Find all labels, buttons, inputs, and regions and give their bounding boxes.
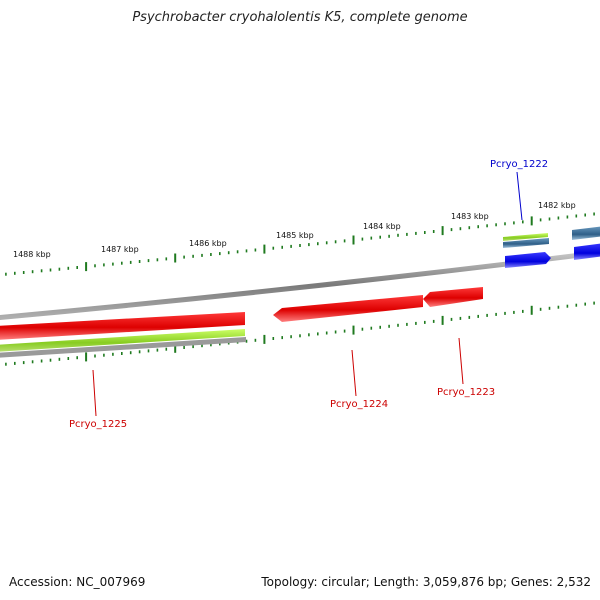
feature-pcryo-1222-arrow[interactable]: [505, 252, 551, 268]
forward-strand-features[interactable]: [503, 226, 600, 268]
gene-label-pcryo-1225[interactable]: Pcryo_1225: [69, 419, 127, 430]
feature-gray-lower: [0, 337, 246, 358]
gene-label-pcryo-1223[interactable]: Pcryo_1223: [437, 387, 495, 398]
map-title: Psychrobacter cryohalolentis K5, complet…: [132, 10, 468, 25]
leader-pcryo-1225: [92, 369, 97, 417]
tick-label-1488: 1488 kbp: [13, 250, 51, 259]
feature-blue-right[interactable]: [574, 243, 600, 260]
feature-pcryo-1225-red[interactable]: [0, 312, 245, 340]
tick-label-1487: 1487 kbp: [101, 245, 139, 254]
feature-pcryo-1223-arrow[interactable]: [423, 287, 483, 307]
gene-labels: Pcryo_1222 Pcryo_1223 Pcryo_1224 Pcryo_1…: [69, 159, 548, 430]
outer-ruler: [5, 212, 595, 276]
leader-pcryo-1224: [351, 349, 357, 397]
feature-pcryo-1224-arrow[interactable]: [273, 295, 423, 322]
accession-text: Accession: NC_007969: [9, 575, 146, 589]
tick-label-1482: 1482 kbp: [538, 201, 576, 210]
tick-label-1483: 1483 kbp: [451, 212, 489, 221]
gene-label-pcryo-1222[interactable]: Pcryo_1222: [490, 159, 548, 170]
genome-summary-text: Topology: circular; Length: 3,059,876 bp…: [261, 575, 591, 589]
gene-label-pcryo-1224[interactable]: Pcryo_1224: [330, 399, 388, 410]
feature-green-top[interactable]: [503, 233, 548, 241]
reverse-strand-features[interactable]: [0, 287, 483, 358]
feature-pcryo-1225-green[interactable]: [0, 329, 245, 352]
tick-label-1484: 1484 kbp: [363, 222, 401, 231]
label-leaders: [92, 171, 523, 417]
leader-pcryo-1223: [458, 337, 464, 385]
tick-labels: 1488 kbp 1487 kbp 1486 kbp 1485 kbp 1484…: [13, 201, 576, 259]
feature-steel-right[interactable]: [572, 226, 600, 240]
tick-label-1486: 1486 kbp: [189, 239, 227, 248]
leader-pcryo-1222: [516, 171, 523, 221]
feature-steel-top[interactable]: [503, 238, 549, 248]
tick-label-1485: 1485 kbp: [276, 231, 314, 240]
